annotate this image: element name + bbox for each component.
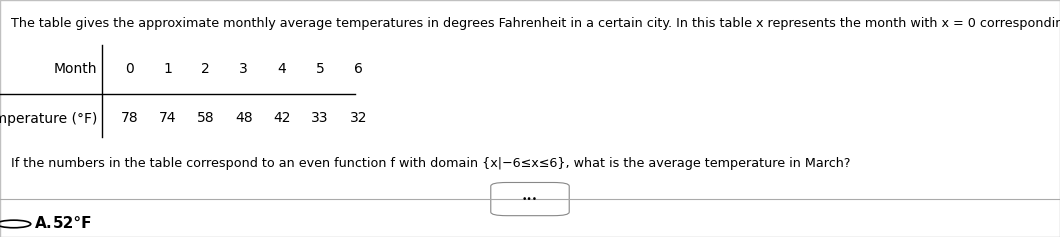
Text: 78: 78: [121, 111, 138, 126]
Text: 5: 5: [316, 62, 324, 76]
Text: 1: 1: [163, 62, 172, 76]
Text: 48: 48: [235, 111, 252, 126]
Text: •••: •••: [522, 195, 538, 204]
Text: 74: 74: [159, 111, 176, 126]
Text: 6: 6: [354, 62, 363, 76]
Text: 2: 2: [201, 62, 210, 76]
Text: 32: 32: [350, 111, 367, 126]
FancyBboxPatch shape: [491, 182, 569, 216]
Text: The table gives the approximate monthly average temperatures in degrees Fahrenhe: The table gives the approximate monthly …: [11, 17, 1060, 30]
Text: 42: 42: [273, 111, 290, 126]
Text: Temperature (°F): Temperature (°F): [0, 111, 98, 126]
Text: 58: 58: [197, 111, 214, 126]
Text: If the numbers in the table correspond to an even function f with domain {x|−6≤x: If the numbers in the table correspond t…: [11, 157, 850, 170]
Text: 3: 3: [240, 62, 248, 76]
Text: 4: 4: [278, 62, 286, 76]
Text: Month: Month: [54, 62, 98, 76]
Text: 52°F: 52°F: [53, 216, 92, 232]
Text: 0: 0: [125, 62, 134, 76]
Text: 33: 33: [312, 111, 329, 126]
Text: A.: A.: [35, 216, 53, 232]
